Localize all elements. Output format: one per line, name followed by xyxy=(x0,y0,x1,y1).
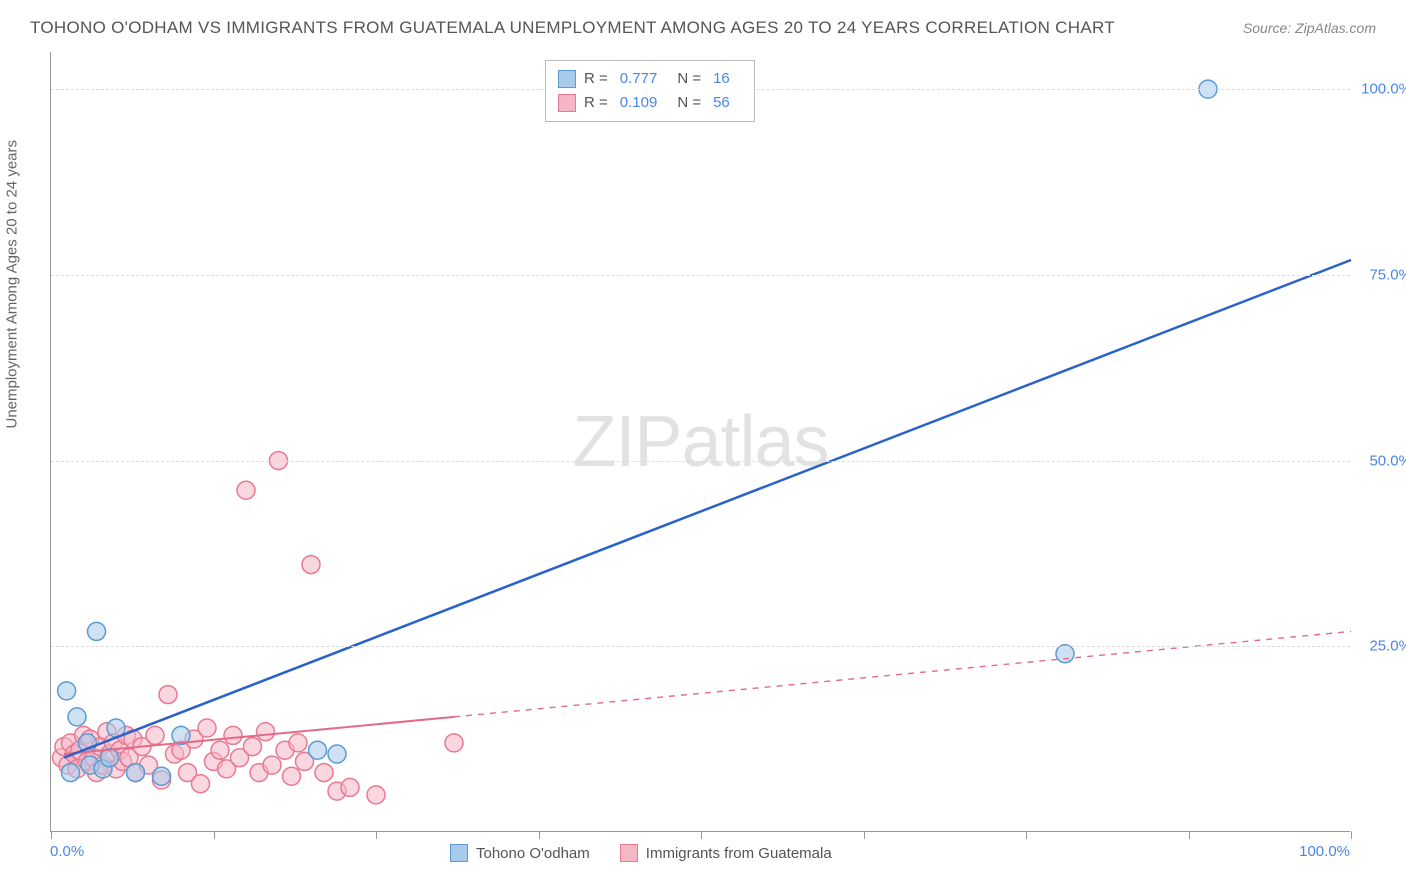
y-tick-label: 75.0% xyxy=(1369,266,1406,283)
swatch-pink xyxy=(558,94,576,112)
data-point xyxy=(257,723,275,741)
data-point xyxy=(263,756,281,774)
data-point xyxy=(62,764,80,782)
data-point xyxy=(302,556,320,574)
data-point xyxy=(198,719,216,737)
data-point xyxy=(1056,645,1074,663)
swatch-pink xyxy=(620,844,638,862)
data-point xyxy=(101,749,119,767)
x-tick xyxy=(214,831,215,839)
n-label: N = xyxy=(677,91,701,115)
data-point xyxy=(211,741,229,759)
r-value: 0.777 xyxy=(620,67,658,91)
gridline xyxy=(51,275,1350,276)
y-tick-label: 50.0% xyxy=(1369,452,1406,469)
data-point xyxy=(127,764,145,782)
data-point xyxy=(283,767,301,785)
legend-label: Tohono O'odham xyxy=(476,845,590,862)
gridline xyxy=(51,461,1350,462)
swatch-blue xyxy=(450,844,468,862)
x-tick-min: 0.0% xyxy=(50,843,84,860)
chart-svg xyxy=(51,52,1350,831)
source-label: Source: ZipAtlas.com xyxy=(1243,20,1376,36)
x-tick xyxy=(539,831,540,839)
r-label: R = xyxy=(584,67,608,91)
y-axis-label: Unemployment Among Ages 20 to 24 years xyxy=(4,140,21,429)
x-tick xyxy=(701,831,702,839)
data-point xyxy=(289,734,307,752)
data-point xyxy=(159,686,177,704)
legend-correlation: R = 0.777 N = 16 R = 0.109 N = 56 xyxy=(545,60,755,122)
x-tick xyxy=(51,831,52,839)
data-point xyxy=(153,767,171,785)
legend-label: Immigrants from Guatemala xyxy=(646,845,832,862)
data-point xyxy=(315,764,333,782)
chart-title: TOHONO O'ODHAM VS IMMIGRANTS FROM GUATEM… xyxy=(30,18,1115,38)
data-point xyxy=(309,741,327,759)
n-value: 16 xyxy=(713,67,730,91)
data-point xyxy=(445,734,463,752)
plot-area: ZIPatlas 25.0%50.0%75.0%100.0% xyxy=(50,52,1350,832)
trend-line xyxy=(64,260,1351,758)
n-label: N = xyxy=(677,67,701,91)
data-point xyxy=(328,745,346,763)
x-tick xyxy=(376,831,377,839)
n-value: 56 xyxy=(713,91,730,115)
x-tick xyxy=(1026,831,1027,839)
x-tick xyxy=(864,831,865,839)
x-tick-max: 100.0% xyxy=(1299,843,1350,860)
data-point xyxy=(244,738,262,756)
data-point xyxy=(224,726,242,744)
r-label: R = xyxy=(584,91,608,115)
data-point xyxy=(341,778,359,796)
data-point xyxy=(367,786,385,804)
trend-line-extrapolated xyxy=(454,631,1351,716)
y-tick-label: 100.0% xyxy=(1361,81,1406,98)
y-tick-label: 25.0% xyxy=(1369,638,1406,655)
data-point xyxy=(237,481,255,499)
x-tick xyxy=(1351,831,1352,839)
r-value: 0.109 xyxy=(620,91,658,115)
data-point xyxy=(58,682,76,700)
x-tick xyxy=(1189,831,1190,839)
data-point xyxy=(88,622,106,640)
gridline xyxy=(51,646,1350,647)
data-point xyxy=(192,775,210,793)
data-point xyxy=(146,726,164,744)
swatch-blue xyxy=(558,70,576,88)
legend-bottom: Tohono O'odham Immigrants from Guatemala xyxy=(450,844,832,862)
data-point xyxy=(68,708,86,726)
